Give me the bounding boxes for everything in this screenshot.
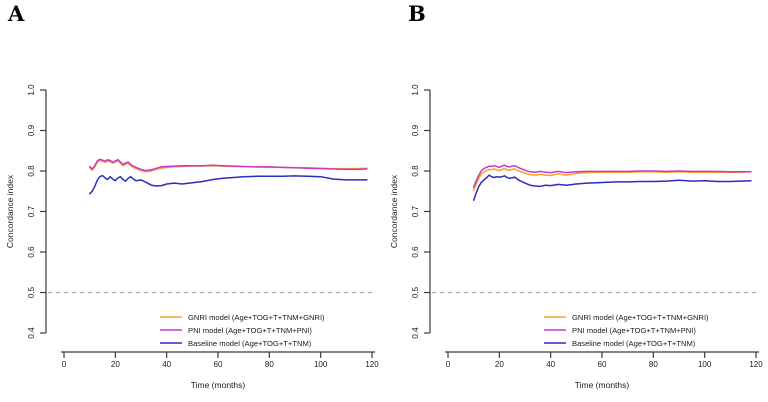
series-line-1 <box>88 158 368 172</box>
legend-label-0: GNRI model (Age+TOG+T+TNM+GNRI) <box>188 313 325 322</box>
series-line-0 <box>472 167 752 192</box>
x-tick-label: 0 <box>62 360 67 369</box>
panel-a-label: A <box>8 1 25 26</box>
x-tick-label: 60 <box>598 360 607 369</box>
y-tick-label: 0.9 <box>411 124 420 136</box>
x-axis-title: Time (months) <box>575 380 630 390</box>
series-line-2 <box>472 174 752 201</box>
legend-label-0: GNRI model (Age+TOG+T+TNM+GNRI) <box>572 313 709 322</box>
x-tick-label: 40 <box>546 360 555 369</box>
series-line-2 <box>88 174 368 195</box>
x-tick-label: 80 <box>265 360 274 369</box>
concordance-chart-b: 0.4 0.5 0.6 0.7 0.8 0.9 1.0 0 20 40 60 80 100 120 GNRI… <box>389 84 763 390</box>
y-tick-label: 0.8 <box>27 165 36 177</box>
x-tick-label: 120 <box>749 360 763 369</box>
y-tick-label: 0.8 <box>411 165 420 177</box>
x-axis-title: Time (months) <box>191 380 246 390</box>
y-tick-label: 0.6 <box>411 246 420 258</box>
y-tick-label: 0.7 <box>27 205 36 217</box>
x-tick-label: 60 <box>214 360 223 369</box>
y-tick-label: 0.7 <box>411 205 420 217</box>
x-tick-label: 20 <box>111 360 120 369</box>
legend-label-1: PNI model (Age+TOG+T+TNM+PNI) <box>188 326 312 335</box>
x-tick-label: 40 <box>162 360 171 369</box>
x-tick-label: 80 <box>649 360 658 369</box>
y-axis-title: Concordance index <box>5 174 15 248</box>
series-line-1 <box>472 164 752 188</box>
x-tick-label: 120 <box>365 360 379 369</box>
y-axis-title: Concordance index <box>389 174 399 248</box>
legend-label-1: PNI model (Age+TOG+T+TNM+PNI) <box>572 326 696 335</box>
y-tick-label: 0.4 <box>411 327 420 339</box>
x-tick-label: 20 <box>495 360 504 369</box>
panel-b-label: B <box>408 1 426 26</box>
x-tick-label: 0 <box>446 360 451 369</box>
y-tick-label: 0.5 <box>27 286 36 298</box>
concordance-chart-a: 0.4 0.5 0.6 0.7 0.8 0.9 1.0 0 20 40 60 80 100 120 GNRI… <box>5 84 379 390</box>
y-tick-label: 0.9 <box>27 124 36 136</box>
y-tick-label: 1.0 <box>27 84 36 96</box>
panel-a: A 0.4 0.5 0.6 0.7 0.8 0.9 1.0 0 20 40 60 80 100 120 GN… <box>5 1 379 390</box>
x-tick-label: 100 <box>314 360 328 369</box>
legend-label-2: Baseline model (Age+TOG+T+TNM) <box>572 339 696 348</box>
y-tick-label: 0.6 <box>27 246 36 258</box>
y-tick-label: 0.4 <box>27 327 36 339</box>
y-tick-label: 1.0 <box>411 84 420 96</box>
x-tick-label: 100 <box>698 360 712 369</box>
panel-b: B 0.4 0.5 0.6 0.7 0.8 0.9 1.0 0 20 40 60 80 100 120 GN… <box>384 0 768 402</box>
y-tick-label: 0.5 <box>411 286 420 298</box>
legend-label-2: Baseline model (Age+TOG+T+TNM) <box>188 339 312 348</box>
